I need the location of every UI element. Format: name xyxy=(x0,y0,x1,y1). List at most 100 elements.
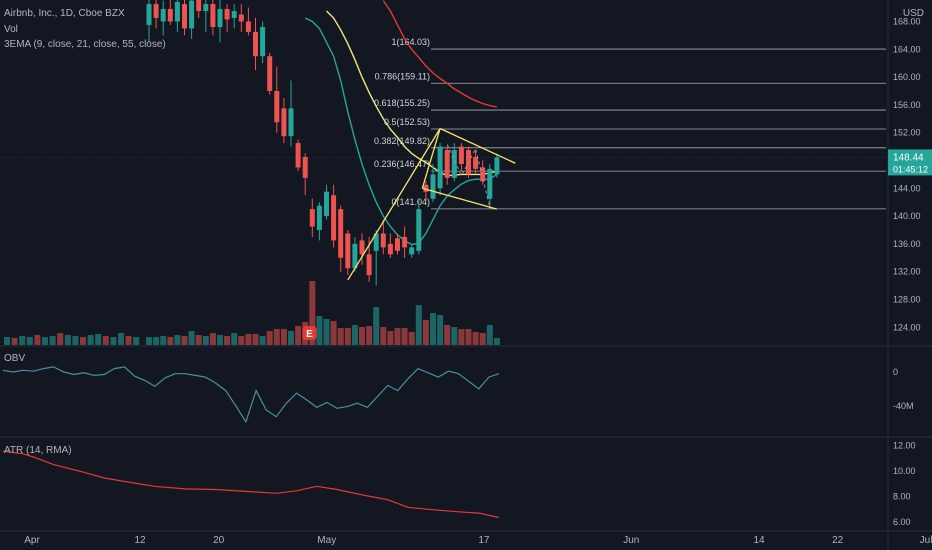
fib-level-label: 0.382(149.82) xyxy=(374,136,430,146)
volume-legend[interactable]: Vol xyxy=(4,24,18,35)
volume-bar xyxy=(273,329,280,345)
time-tick-label: 17 xyxy=(478,535,490,546)
volume-bar xyxy=(34,335,41,345)
candle-body xyxy=(494,157,500,175)
symbol-legend[interactable]: Airbnb, Inc., 1D, Cboe BZX xyxy=(4,8,125,19)
candle-body xyxy=(174,1,180,22)
volume-bar xyxy=(195,335,202,345)
price-tick-label: 152.00 xyxy=(893,128,921,138)
time-tick-label: May xyxy=(317,535,336,546)
candle-body xyxy=(253,31,258,57)
candle-body xyxy=(224,8,230,20)
candle-body xyxy=(437,146,443,189)
candle-body xyxy=(281,108,287,137)
price-tick-label: 164.00 xyxy=(893,44,921,54)
volume-bar xyxy=(493,338,500,345)
volume-bar xyxy=(188,331,195,345)
volume-bar xyxy=(202,336,209,345)
obv-pane xyxy=(2,366,500,424)
volume-bar xyxy=(288,331,294,345)
candle-body xyxy=(302,157,308,178)
ema-legend[interactable]: 3EMA (9, close, 21, close, 55, close) xyxy=(4,39,166,50)
candle-body xyxy=(430,174,436,199)
candle-body xyxy=(196,0,202,12)
fib-level-label: 0(141.04) xyxy=(391,197,430,207)
volume-bar xyxy=(337,328,344,345)
volume-bar xyxy=(359,327,365,345)
volume-bar xyxy=(224,336,231,345)
candle-body xyxy=(366,254,372,276)
volume-bar xyxy=(72,336,79,345)
price-tick-label: 124.00 xyxy=(893,322,921,332)
volume-bar xyxy=(465,329,472,345)
volume-bar xyxy=(472,332,479,345)
bar-countdown: 01:45:12 xyxy=(893,164,928,174)
pennant-upper-line xyxy=(439,127,516,164)
candle-body xyxy=(153,4,159,18)
candle-body xyxy=(267,56,273,91)
price-tick-label: 156.00 xyxy=(893,100,921,110)
fib-level-label: 0.618(155.25) xyxy=(374,98,430,108)
candle-body xyxy=(331,195,337,241)
volume-bar xyxy=(344,328,351,345)
candle-body xyxy=(380,233,386,248)
atr-line xyxy=(2,450,500,519)
fib-level-label: 0.236(146.47) xyxy=(374,159,430,169)
volume-bar xyxy=(49,336,56,345)
volume-bar xyxy=(19,336,26,345)
volume-bar xyxy=(323,319,330,345)
volume-bar xyxy=(415,305,422,345)
volume-bar xyxy=(146,337,152,345)
price-tick-label: 132.00 xyxy=(893,267,921,277)
volume-bar xyxy=(26,337,33,345)
candle-body xyxy=(473,157,479,169)
volume-bar xyxy=(401,328,408,345)
candle-body xyxy=(402,236,408,248)
volume-bar xyxy=(245,334,252,345)
price-tick-label: 140.00 xyxy=(893,211,921,221)
volume-bar xyxy=(80,337,86,345)
time-tick-label: 14 xyxy=(753,535,765,546)
volume-bar xyxy=(266,331,273,345)
candle-body xyxy=(324,191,329,217)
atr-tick-label: 10.00 xyxy=(893,466,916,476)
volume-bar xyxy=(458,329,465,345)
fib-level-label: 1(164.03) xyxy=(391,37,430,47)
candle-body xyxy=(146,4,152,25)
candle-body xyxy=(409,247,415,255)
candle-body xyxy=(480,167,486,182)
volume-bar xyxy=(444,325,451,345)
volume-bar xyxy=(309,281,316,345)
atr-pane-label[interactable]: ATR (14, RMA) xyxy=(4,445,72,456)
volume-bar xyxy=(217,335,223,345)
volume-bar xyxy=(231,333,238,345)
obv-line xyxy=(2,366,500,424)
obv-tick-label: -40M xyxy=(893,401,914,411)
candle-body xyxy=(288,108,294,137)
atr-pane xyxy=(2,450,500,519)
candle-body xyxy=(203,4,209,12)
earnings-marker-label: E xyxy=(306,329,313,340)
candle-body xyxy=(458,146,464,164)
volume-bar xyxy=(330,321,337,345)
candle-body xyxy=(238,14,244,22)
pennant-lower-line xyxy=(422,187,498,210)
candle-body xyxy=(395,238,400,251)
fib-level-label: 0.786(159.11) xyxy=(375,71,430,81)
time-tick-label: 20 xyxy=(213,535,225,546)
obv-pane-label[interactable]: OBV xyxy=(4,353,26,364)
candle-body xyxy=(309,209,315,227)
atr-tick-label: 6.00 xyxy=(893,517,911,527)
candle-body xyxy=(487,168,493,199)
volume-bar xyxy=(160,336,167,345)
candle-body xyxy=(210,4,216,28)
currency-label[interactable]: USD xyxy=(902,8,924,19)
candle-body xyxy=(359,240,365,255)
volume-bar xyxy=(351,325,358,345)
volume-bar xyxy=(259,336,266,345)
price-tick-label: 128.00 xyxy=(893,294,921,304)
candle-body xyxy=(189,0,195,29)
time-tick-label: Apr xyxy=(24,535,40,546)
volume-bar xyxy=(486,325,493,345)
